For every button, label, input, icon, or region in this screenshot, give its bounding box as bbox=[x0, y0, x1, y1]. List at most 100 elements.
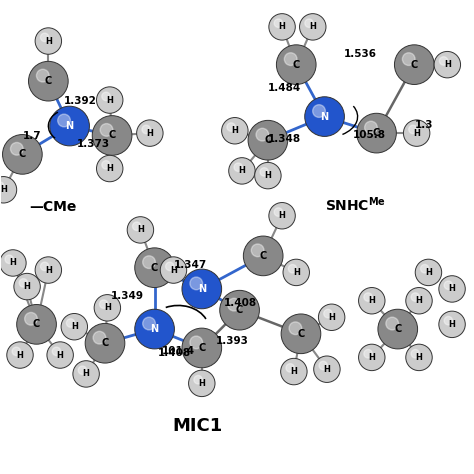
Circle shape bbox=[289, 322, 302, 335]
Circle shape bbox=[420, 264, 429, 273]
Text: H: H bbox=[328, 313, 335, 322]
Text: 105.8: 105.8 bbox=[353, 130, 386, 140]
Circle shape bbox=[0, 176, 17, 203]
Circle shape bbox=[133, 222, 141, 230]
Circle shape bbox=[274, 19, 283, 27]
Circle shape bbox=[66, 319, 75, 327]
Text: N: N bbox=[151, 324, 159, 334]
Circle shape bbox=[190, 336, 202, 349]
Text: H: H bbox=[146, 128, 153, 137]
Text: H: H bbox=[416, 296, 422, 305]
Circle shape bbox=[47, 342, 73, 368]
Circle shape bbox=[135, 248, 174, 288]
Text: H: H bbox=[425, 268, 432, 277]
Text: 1.408: 1.408 bbox=[158, 348, 191, 358]
Circle shape bbox=[10, 143, 23, 155]
Text: 1.536: 1.536 bbox=[344, 49, 376, 59]
Circle shape bbox=[17, 304, 56, 344]
Text: 1.373: 1.373 bbox=[77, 139, 110, 149]
Text: H: H bbox=[368, 353, 375, 362]
Text: C: C bbox=[19, 149, 26, 159]
Circle shape bbox=[50, 106, 90, 146]
Circle shape bbox=[40, 33, 49, 42]
Circle shape bbox=[14, 273, 40, 300]
Text: H: H bbox=[82, 369, 90, 378]
Circle shape bbox=[305, 19, 313, 27]
Text: 101.4: 101.4 bbox=[162, 346, 195, 356]
Text: C: C bbox=[151, 263, 158, 273]
Circle shape bbox=[314, 356, 340, 383]
Text: H: H bbox=[45, 265, 52, 274]
Circle shape bbox=[0, 250, 26, 276]
Circle shape bbox=[135, 309, 174, 349]
Circle shape bbox=[402, 53, 415, 65]
Text: H: H bbox=[106, 164, 113, 173]
Circle shape bbox=[406, 344, 432, 371]
Circle shape bbox=[12, 347, 20, 356]
Text: H: H bbox=[323, 365, 330, 374]
Circle shape bbox=[7, 342, 33, 368]
Circle shape bbox=[78, 366, 87, 374]
Circle shape bbox=[100, 124, 113, 136]
Text: SNHC$^\mathbf{Me}$: SNHC$^\mathbf{Me}$ bbox=[325, 195, 385, 214]
Text: C: C bbox=[101, 338, 109, 348]
Circle shape bbox=[52, 347, 61, 356]
Circle shape bbox=[300, 14, 326, 40]
Circle shape bbox=[276, 45, 316, 84]
Text: 1.484: 1.484 bbox=[268, 83, 301, 93]
Text: H: H bbox=[293, 268, 300, 277]
Circle shape bbox=[439, 276, 465, 302]
Circle shape bbox=[255, 163, 281, 189]
Circle shape bbox=[284, 53, 297, 65]
Circle shape bbox=[222, 118, 248, 144]
Text: C: C bbox=[264, 135, 272, 145]
Text: H: H bbox=[0, 185, 7, 194]
Circle shape bbox=[35, 257, 62, 283]
Text: H: H bbox=[231, 126, 238, 135]
Circle shape bbox=[2, 135, 42, 174]
Circle shape bbox=[439, 57, 448, 65]
Text: H: H bbox=[57, 351, 64, 360]
Text: N: N bbox=[198, 284, 206, 294]
Circle shape bbox=[406, 288, 432, 314]
Circle shape bbox=[434, 52, 461, 78]
Text: 1.392: 1.392 bbox=[64, 96, 97, 106]
Text: 1.3: 1.3 bbox=[414, 119, 433, 129]
Circle shape bbox=[97, 87, 123, 113]
Circle shape bbox=[364, 349, 372, 358]
Circle shape bbox=[415, 259, 442, 286]
Circle shape bbox=[137, 120, 163, 146]
Text: N: N bbox=[65, 121, 73, 131]
Text: H: H bbox=[279, 22, 285, 31]
Circle shape bbox=[269, 14, 295, 40]
Text: C: C bbox=[394, 324, 401, 334]
Text: C: C bbox=[297, 329, 305, 339]
Circle shape bbox=[358, 288, 385, 314]
Circle shape bbox=[227, 123, 236, 131]
Circle shape bbox=[248, 120, 288, 160]
Circle shape bbox=[305, 97, 345, 137]
Circle shape bbox=[356, 113, 396, 153]
Text: —CMe: —CMe bbox=[29, 200, 77, 214]
Text: H: H bbox=[198, 379, 205, 388]
Text: H: H bbox=[9, 258, 17, 267]
Circle shape bbox=[28, 61, 68, 101]
Circle shape bbox=[324, 310, 332, 318]
Circle shape bbox=[73, 361, 100, 387]
Text: C: C bbox=[33, 319, 40, 329]
Circle shape bbox=[102, 92, 110, 100]
Circle shape bbox=[165, 262, 174, 271]
Circle shape bbox=[364, 293, 372, 301]
Circle shape bbox=[102, 161, 110, 169]
Circle shape bbox=[40, 262, 49, 271]
Circle shape bbox=[85, 323, 125, 363]
Text: C: C bbox=[260, 251, 267, 261]
Text: H: H bbox=[448, 284, 456, 293]
Text: H: H bbox=[137, 226, 144, 235]
Circle shape bbox=[281, 314, 321, 354]
Text: H: H bbox=[170, 265, 177, 274]
Circle shape bbox=[269, 202, 295, 229]
Text: H: H bbox=[368, 296, 375, 305]
Text: H: H bbox=[444, 60, 451, 69]
Circle shape bbox=[142, 125, 150, 134]
